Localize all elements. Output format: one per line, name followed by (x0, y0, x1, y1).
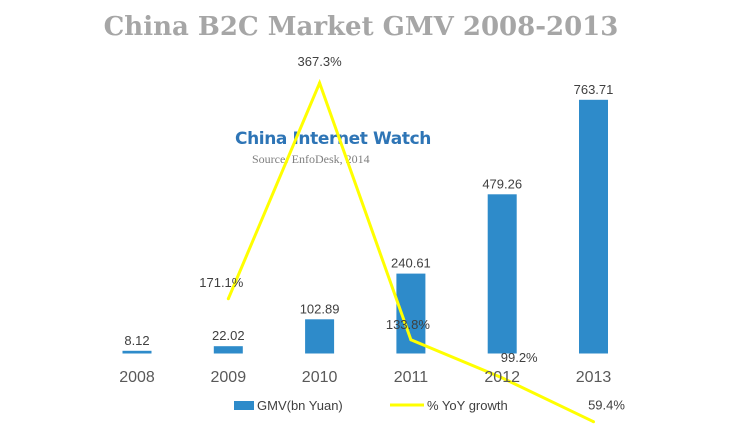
yoy-point-2010 (318, 81, 322, 85)
bar-label-2011: 240.61 (391, 256, 431, 271)
line-label-2012: 99.2% (501, 350, 538, 365)
bar-label-2013: 763.71 (574, 82, 614, 97)
legend: GMV(bn Yuan) % YoY growth (234, 398, 508, 413)
bar-label-2009: 22.02 (212, 328, 245, 343)
bar-2010 (305, 319, 335, 354)
yoy-point-2011 (409, 338, 413, 342)
legend-swatch-gmv (234, 401, 254, 410)
x-tick-2010: 2010 (302, 369, 338, 386)
bar-2008 (122, 350, 152, 354)
bar-label-2010: 102.89 (300, 301, 340, 316)
line-label-2009: 171.1% (199, 275, 244, 290)
x-tick-2009: 2009 (211, 369, 247, 386)
yoy-point-2009 (226, 297, 230, 301)
watermark-brand: China Internet Watch (235, 129, 431, 149)
bar-label-2012: 479.26 (482, 176, 522, 191)
yoy-point-2013 (592, 420, 595, 424)
line-label-2011: 133.8% (386, 317, 431, 332)
watermark-source: Source: EnfoDesk, 2014 (252, 152, 370, 166)
line-data-labels: 171.1% 367.3% 133.8% 99.2% 59.4% (199, 54, 625, 413)
x-tick-2011: 2011 (394, 369, 429, 386)
bar-2009 (213, 346, 243, 354)
x-tick-2013: 2013 (576, 369, 612, 386)
bar-2012 (487, 194, 517, 354)
line-series (226, 78, 595, 424)
x-axis-ticks: 2008 2009 2010 2011 2012 2013 (119, 369, 611, 386)
x-tick-2012: 2012 (484, 369, 520, 386)
line-label-2010: 367.3% (298, 54, 343, 69)
x-tick-2008: 2008 (119, 369, 155, 386)
yoy-point-2012 (500, 376, 504, 380)
bar-data-labels: 8.12 22.02 102.89 240.61 479.26 763.71 (124, 82, 613, 348)
legend-label-gmv: GMV(bn Yuan) (257, 398, 343, 413)
bar-label-2008: 8.12 (124, 333, 149, 348)
line-label-2013: 59.4% (588, 398, 625, 413)
bar-2013 (579, 99, 608, 354)
legend-label-yoy: % YoY growth (427, 398, 508, 413)
chart-title: China B2C Market GMV 2008-2013 (104, 12, 619, 42)
